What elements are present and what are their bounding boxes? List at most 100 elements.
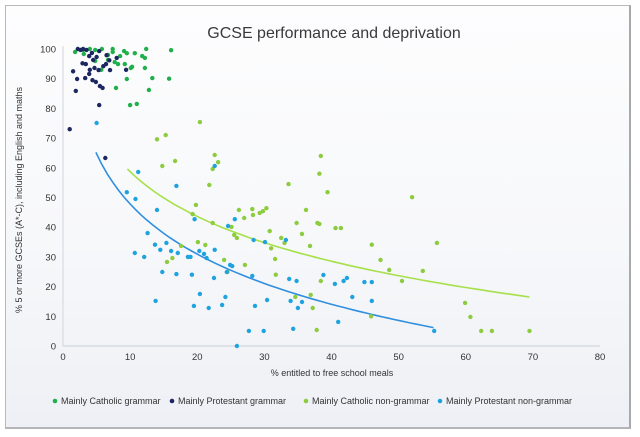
data-point bbox=[142, 254, 147, 260]
data-point bbox=[232, 217, 237, 222]
data-point bbox=[261, 328, 266, 334]
y-tick-label: 30 bbox=[45, 252, 56, 263]
data-point bbox=[310, 305, 315, 311]
x-tick-label: 0 bbox=[60, 352, 65, 363]
x-tick-label: 80 bbox=[595, 352, 606, 363]
data-point bbox=[325, 190, 330, 195]
data-point bbox=[264, 206, 269, 211]
data-point bbox=[201, 251, 207, 257]
x-axis-label: % entitled to free school meals bbox=[271, 368, 394, 378]
y-tick-label: 40 bbox=[45, 223, 56, 234]
data-point bbox=[229, 224, 234, 230]
data-point bbox=[232, 232, 237, 238]
data-point bbox=[307, 243, 313, 249]
y-tick-label: 0 bbox=[51, 342, 56, 353]
data-point bbox=[192, 217, 197, 222]
data-point bbox=[153, 298, 158, 304]
data-point bbox=[170, 255, 175, 261]
data-point bbox=[191, 303, 197, 309]
x-tick-label: 30 bbox=[259, 352, 270, 363]
y-tick-label: 10 bbox=[45, 312, 56, 323]
series-mainly-catholic-non-grammar bbox=[154, 119, 532, 334]
data-point bbox=[154, 137, 160, 142]
data-point bbox=[268, 246, 274, 251]
data-point bbox=[197, 291, 203, 297]
data-point bbox=[219, 302, 225, 308]
data-point bbox=[185, 254, 191, 260]
data-point bbox=[479, 328, 484, 334]
data-point bbox=[103, 61, 109, 67]
data-point bbox=[117, 53, 123, 59]
data-point bbox=[369, 298, 374, 304]
data-point bbox=[197, 248, 202, 254]
data-point bbox=[267, 228, 272, 234]
data-point bbox=[92, 65, 97, 71]
data-point bbox=[420, 268, 425, 274]
data-point bbox=[287, 276, 292, 282]
data-point bbox=[252, 303, 258, 309]
data-point bbox=[73, 88, 79, 94]
data-point bbox=[123, 67, 129, 73]
data-point bbox=[294, 278, 299, 284]
y-tick-label: 60 bbox=[45, 163, 56, 174]
data-point bbox=[80, 46, 86, 52]
data-point bbox=[299, 231, 305, 237]
data-point bbox=[321, 272, 326, 278]
data-point bbox=[338, 225, 344, 231]
data-point bbox=[100, 85, 105, 91]
data-point bbox=[204, 255, 209, 261]
legend-item: Mainly Protestant non-grammar bbox=[437, 396, 572, 406]
data-point bbox=[84, 47, 89, 53]
data-point bbox=[81, 51, 87, 57]
data-point bbox=[175, 250, 180, 256]
data-point bbox=[291, 326, 296, 331]
data-point bbox=[190, 211, 195, 217]
data-point bbox=[223, 294, 228, 300]
data-point bbox=[134, 101, 139, 107]
data-point bbox=[124, 190, 129, 195]
x-tick-label: 10 bbox=[125, 352, 136, 363]
data-point bbox=[124, 76, 129, 82]
data-point bbox=[434, 240, 440, 246]
data-point bbox=[293, 294, 298, 300]
legend-marker bbox=[52, 398, 58, 404]
data-point bbox=[295, 305, 301, 311]
data-point bbox=[144, 46, 149, 52]
data-point bbox=[251, 237, 256, 243]
data-point bbox=[230, 263, 235, 269]
data-point bbox=[468, 314, 473, 320]
data-point bbox=[234, 343, 240, 349]
data-point bbox=[121, 48, 127, 54]
data-point bbox=[83, 61, 89, 67]
data-point bbox=[172, 158, 178, 164]
legend: Mainly Catholic grammar Mainly Protestant… bbox=[52, 396, 572, 406]
data-point bbox=[97, 48, 102, 54]
data-point bbox=[344, 275, 350, 281]
data-point bbox=[368, 314, 374, 319]
data-point bbox=[132, 250, 137, 256]
data-point bbox=[150, 75, 155, 81]
data-point bbox=[145, 230, 150, 236]
data-point bbox=[90, 78, 95, 83]
data-point bbox=[333, 225, 338, 231]
data-point bbox=[142, 55, 148, 61]
data-point bbox=[489, 328, 495, 334]
data-point bbox=[242, 215, 247, 221]
y-tick-label: 90 bbox=[45, 74, 56, 85]
data-point bbox=[432, 328, 437, 334]
x-tick-label: 40 bbox=[326, 352, 337, 363]
data-point bbox=[122, 61, 128, 67]
data-point bbox=[257, 210, 262, 216]
data-point bbox=[197, 119, 203, 125]
data-point bbox=[317, 221, 322, 227]
data-point bbox=[250, 212, 256, 218]
legend-marker bbox=[437, 398, 443, 404]
data-point bbox=[146, 87, 152, 93]
legend-label: Mainly Catholic non-grammar bbox=[312, 396, 430, 406]
data-point bbox=[87, 46, 93, 52]
data-point bbox=[91, 57, 96, 63]
data-point bbox=[160, 163, 165, 169]
y-tick-label: 70 bbox=[45, 134, 56, 145]
data-point bbox=[168, 48, 174, 53]
